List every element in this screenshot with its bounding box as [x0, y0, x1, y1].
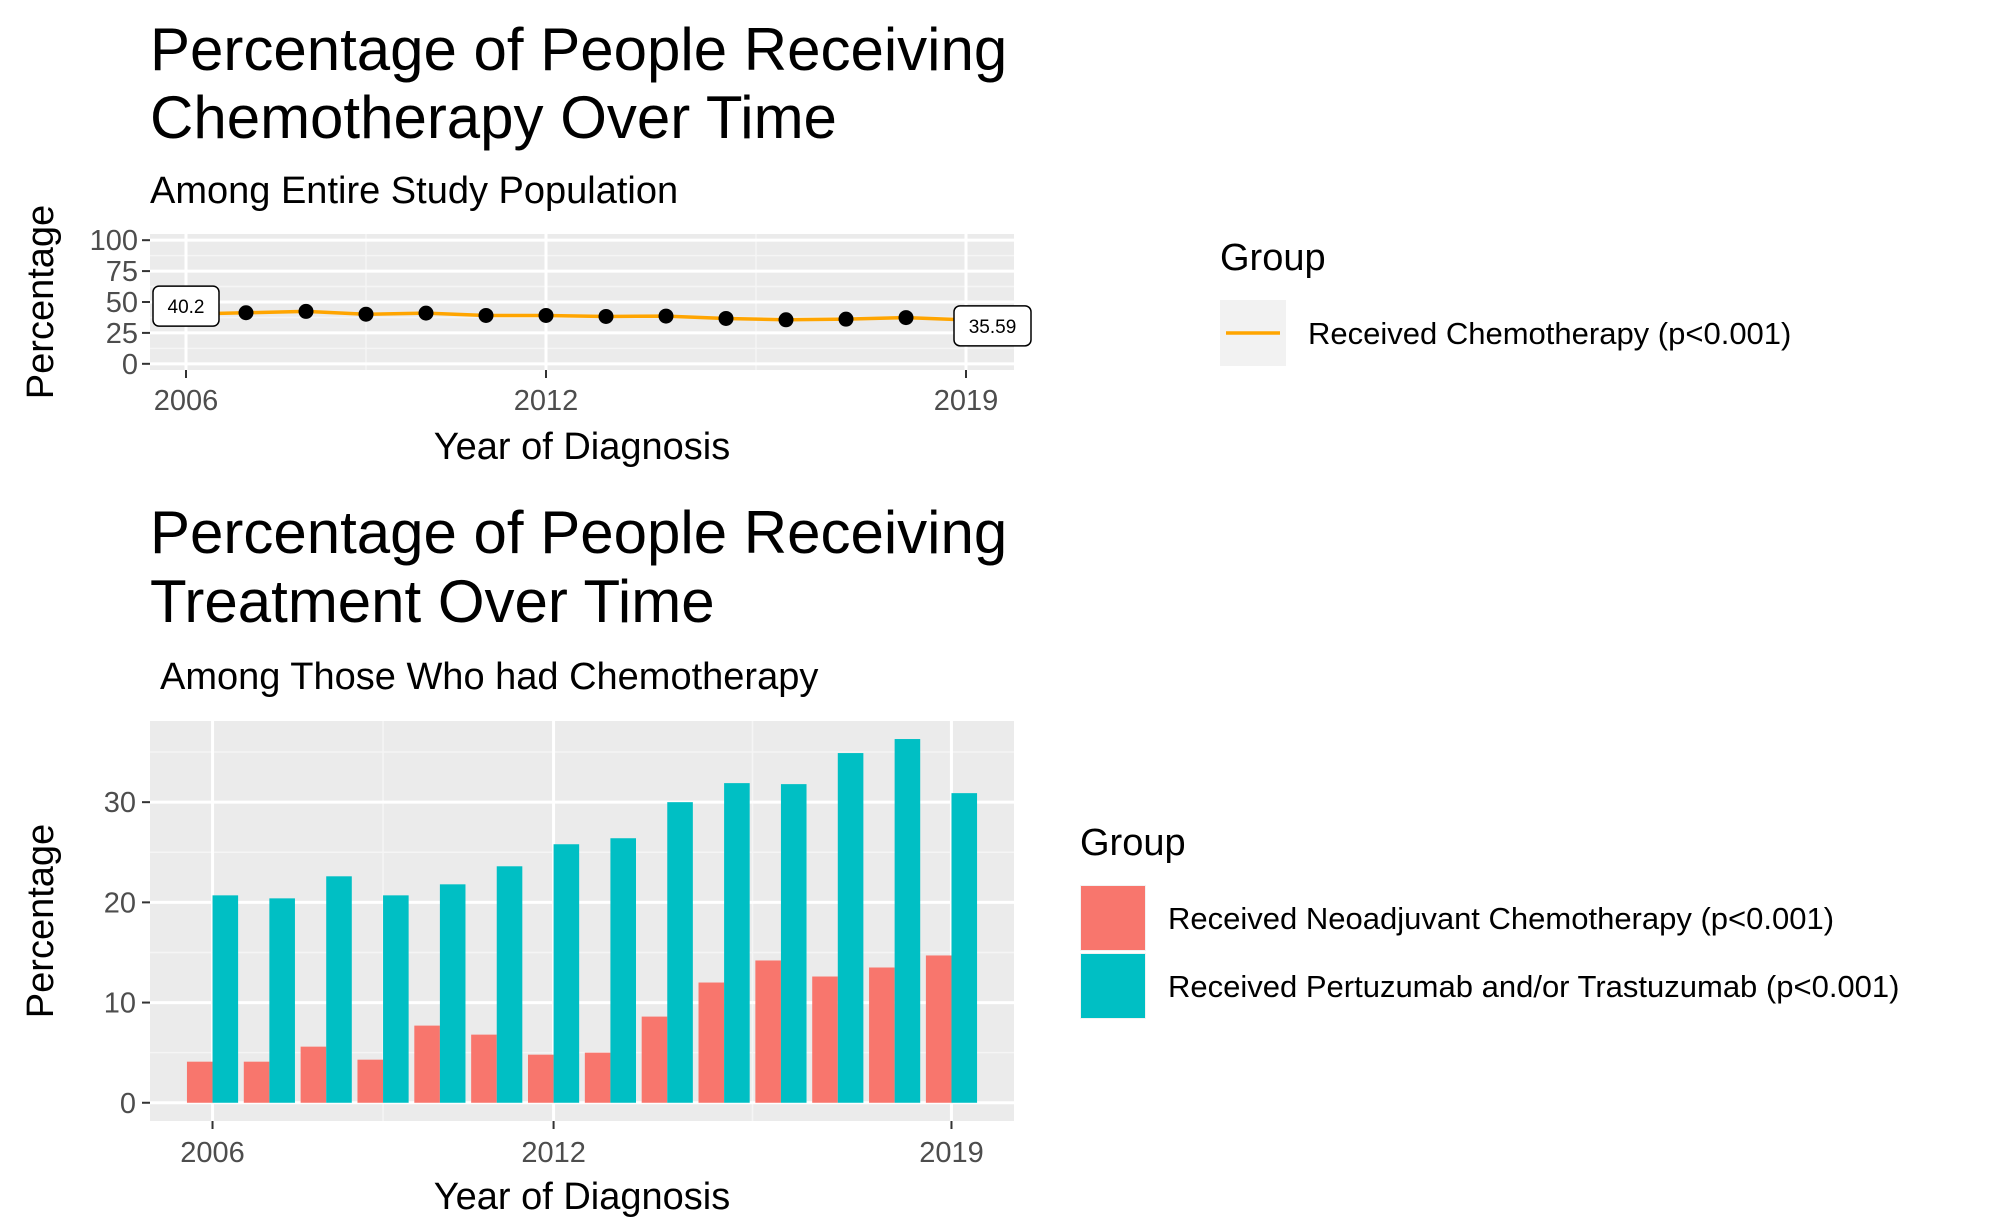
line-chart-grid — [150, 234, 1014, 370]
y-tick-label: 75 — [106, 256, 138, 288]
data-label: 35.59 — [953, 305, 1032, 347]
x-tick-label: 2006 — [154, 385, 219, 417]
line-chart-legend-title: Group — [1220, 237, 1326, 279]
bar-pertuzumab — [269, 898, 295, 1103]
bar-pertuzumab — [553, 844, 580, 1103]
bar-chart-y-ticks: 0 10 20 30 — [104, 787, 150, 1120]
bar-chart-xlabel: Year of Diagnosis — [434, 1176, 730, 1218]
bar-chart-legend-swatch-pertuzumab — [1081, 954, 1145, 1018]
data-label-box — [953, 305, 1032, 347]
data-point — [718, 310, 734, 326]
line-chart-points — [238, 303, 914, 328]
data-point — [838, 311, 854, 327]
line-chart: Percentage of People Receiving Chemother… — [20, 16, 1791, 468]
bar-neoadjuvant — [812, 976, 838, 1103]
bar-pertuzumab — [439, 884, 466, 1103]
data-point — [778, 312, 794, 328]
line-chart-ylabel: Percentage — [20, 205, 62, 399]
x-tick-label: 2019 — [919, 1137, 984, 1169]
bar-pertuzumab — [496, 866, 523, 1103]
bar-neoadjuvant — [243, 1061, 270, 1103]
bar-neoadjuvant — [357, 1059, 384, 1103]
data-point — [358, 306, 374, 322]
bar-pertuzumab — [383, 895, 409, 1103]
bar-pertuzumab — [667, 802, 693, 1103]
bar-neoadjuvant — [186, 1061, 213, 1103]
line-chart-title-line1: Percentage of People Receiving — [150, 16, 1007, 83]
bar-neoadjuvant — [300, 1046, 327, 1103]
line-chart-x-ticks: 2006 2012 2019 — [154, 370, 999, 417]
x-tick-label: 2006 — [180, 1137, 245, 1169]
bar-neoadjuvant — [925, 955, 952, 1103]
bar-chart-legend-swatch-neoadjuvant — [1081, 886, 1145, 950]
bar-neoadjuvant — [528, 1054, 554, 1103]
line-chart-title-line2: Chemotherapy Over Time — [150, 84, 837, 151]
bar-chart-ylabel: Percentage — [20, 824, 62, 1018]
bar-pertuzumab — [610, 838, 636, 1103]
data-point — [478, 307, 494, 323]
data-point — [538, 307, 554, 323]
bar-chart-title-line2: Treatment Over Time — [150, 568, 715, 635]
bar-pertuzumab — [837, 753, 864, 1103]
bar-pertuzumab — [951, 793, 978, 1103]
bar-chart-legend-label-neoadjuvant: Received Neoadjuvant Chemotherapy (p<0.0… — [1168, 901, 1834, 936]
bar-chart-legend: Group Received Neoadjuvant Chemotherapy … — [1080, 822, 1899, 1019]
bar-pertuzumab — [326, 876, 352, 1103]
y-tick-label: 25 — [106, 318, 138, 350]
series-line-received-chemotherapy — [185, 309, 967, 322]
bar-chart-legend-label-pertuzumab: Received Pertuzumab and/or Trastuzumab (… — [1168, 969, 1899, 1004]
bar-chart-title-line1: Percentage of People Receiving — [150, 499, 1007, 566]
x-tick-label: 2012 — [521, 1137, 586, 1169]
bar-neoadjuvant — [471, 1034, 497, 1103]
line-chart-legend-label: Received Chemotherapy (p<0.001) — [1308, 316, 1791, 351]
bar-neoadjuvant — [755, 960, 781, 1103]
line-chart-data-labels: 40.2 35.59 — [152, 285, 1032, 347]
x-tick-label: 2019 — [934, 385, 999, 417]
bar-pertuzumab — [724, 783, 750, 1103]
bar-chart-subtitle: Among Those Who had Chemotherapy — [160, 656, 818, 698]
y-tick-label: 10 — [104, 988, 136, 1020]
data-label-text: 35.59 — [969, 317, 1017, 338]
bar-pertuzumab — [894, 739, 921, 1103]
x-tick-label: 2012 — [514, 385, 579, 417]
bar-pertuzumab — [780, 784, 807, 1103]
bar-neoadjuvant — [698, 982, 725, 1103]
bar-neoadjuvant — [641, 1016, 668, 1103]
y-tick-label: 20 — [104, 887, 136, 919]
data-point — [418, 305, 434, 321]
data-point — [238, 305, 254, 321]
bar-pertuzumab — [212, 895, 239, 1103]
data-point — [898, 310, 914, 326]
data-label-box — [152, 285, 220, 327]
y-tick-label: 0 — [122, 349, 138, 381]
line-chart-xlabel: Year of Diagnosis — [434, 426, 730, 468]
bar-neoadjuvant — [584, 1052, 611, 1103]
bar-chart-bars — [186, 739, 978, 1103]
data-point — [598, 308, 614, 324]
bar-neoadjuvant — [869, 967, 895, 1103]
data-label-text: 40.2 — [168, 297, 205, 318]
y-tick-label: 100 — [90, 225, 138, 257]
bar-neoadjuvant — [414, 1025, 440, 1103]
data-label: 40.2 — [152, 285, 220, 327]
line-chart-subtitle: Among Entire Study Population — [150, 170, 678, 212]
y-tick-label: 30 — [104, 787, 136, 819]
y-tick-label: 0 — [120, 1088, 136, 1120]
bar-chart: Percentage of People Receiving Treatment… — [20, 499, 1899, 1218]
line-chart-legend: Group Received Chemotherapy (p<0.001) — [1220, 237, 1791, 366]
data-point — [298, 303, 314, 319]
data-point — [658, 308, 674, 324]
bar-chart-x-ticks: 2006 2012 2019 — [180, 1121, 984, 1169]
y-tick-label: 50 — [106, 287, 138, 319]
bar-chart-legend-title: Group — [1080, 822, 1186, 864]
